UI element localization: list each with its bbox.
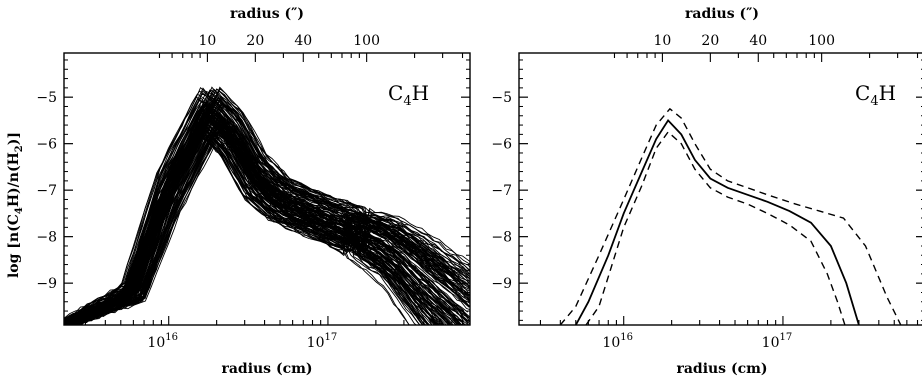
left-ylabel-sub-a: 4 xyxy=(14,207,25,214)
right-plot-frame xyxy=(518,52,922,326)
left-model-curve xyxy=(73,115,452,325)
right-ytick-label: −6 xyxy=(491,137,512,153)
left-model-curve xyxy=(69,100,427,325)
left-ytick-label: −6 xyxy=(36,137,57,153)
left-ylabel-part-b: H)/n(H xyxy=(6,152,22,207)
left-model-curve xyxy=(73,112,462,325)
left-xlabel-top: radius (″) xyxy=(230,6,304,22)
left-model-curve xyxy=(70,110,470,325)
left-label-sub: 4 xyxy=(403,94,411,109)
left-top-xtick-label: 40 xyxy=(294,33,312,49)
right-series-bound-line xyxy=(585,130,846,325)
right-top-xtick-label: 100 xyxy=(808,33,835,49)
left-xtick-exponent: 16 xyxy=(165,332,178,343)
left-model-curve xyxy=(73,97,444,325)
left-model-curve xyxy=(64,90,451,325)
left-model-curve xyxy=(64,117,430,325)
right-top-xtick-label: 10 xyxy=(653,33,671,49)
left-model-curve xyxy=(64,95,430,325)
left-ytick-label: −5 xyxy=(36,90,57,106)
right-xtick-exponent: 17 xyxy=(779,332,792,343)
left-model-curve xyxy=(67,108,470,325)
left-model-curve xyxy=(73,128,470,325)
right-label-sub: 4 xyxy=(870,94,878,109)
right-xtick-label: 1017 xyxy=(762,332,793,351)
left-model-curve xyxy=(66,86,438,325)
right-xtick-label: 1016 xyxy=(602,332,633,351)
right-ytick-label: −5 xyxy=(491,90,512,106)
left-ylabel-sub-b: 2 xyxy=(14,145,25,152)
left-ytick-label: −7 xyxy=(36,183,57,199)
right-xlabel-top: radius (″) xyxy=(685,6,759,22)
left-ytick-label: −8 xyxy=(36,230,57,246)
left-model-curve xyxy=(64,131,421,325)
left-plot-frame xyxy=(63,52,471,326)
left-curve-bundle xyxy=(64,86,470,325)
left-ylabel-part-c: )] xyxy=(6,132,22,145)
left-xtick-mantissa: 10 xyxy=(147,335,165,351)
right-label-main: C xyxy=(855,81,870,105)
right-ytick-label: −7 xyxy=(491,183,512,199)
left-model-curve xyxy=(64,122,463,323)
left-xtick-mantissa: 10 xyxy=(307,335,325,351)
right-label-tail: H xyxy=(879,81,896,105)
left-xtick-label: 1016 xyxy=(147,332,178,351)
left-panel-label: C4H xyxy=(388,81,429,109)
left-model-curve xyxy=(71,126,470,325)
right-xtick-mantissa: 10 xyxy=(602,335,620,351)
left-top-xtick-label: 20 xyxy=(246,33,264,49)
left-model-curve xyxy=(64,127,459,321)
left-model-curve xyxy=(70,98,440,325)
left-label-tail: H xyxy=(412,81,429,105)
right-ytick-label: −9 xyxy=(491,276,512,292)
right-top-xtick-label: 40 xyxy=(749,33,767,49)
right-top-xtick-label: 20 xyxy=(701,33,719,49)
right-panel-label: C4H xyxy=(855,81,896,109)
right-xlabel-bottom: radius (cm) xyxy=(676,361,767,377)
right-series-median-line xyxy=(575,118,860,325)
left-xtick-label: 1017 xyxy=(307,332,338,351)
left-ytick-label: −9 xyxy=(36,276,57,292)
left-top-xtick-label: 100 xyxy=(353,33,380,49)
left-model-curve xyxy=(75,121,435,325)
left-xtick-exponent: 17 xyxy=(324,332,337,343)
left-xlabel-bottom: radius (cm) xyxy=(221,361,312,377)
right-xtick-exponent: 16 xyxy=(620,332,633,343)
right-xtick-mantissa: 10 xyxy=(762,335,780,351)
left-model-curve xyxy=(66,103,470,325)
left-label-main: C xyxy=(388,81,403,105)
left-ylabel-part-a: log [n(C xyxy=(6,214,22,278)
left-top-xtick-label: 10 xyxy=(198,33,216,49)
right-series-bound-line xyxy=(559,107,902,325)
right-ytick-label: −8 xyxy=(491,230,512,246)
right-curve-group xyxy=(559,107,902,325)
left-ylabel: log [n(C4H)/n(H2)] xyxy=(6,132,25,278)
left-model-curve xyxy=(64,129,464,325)
